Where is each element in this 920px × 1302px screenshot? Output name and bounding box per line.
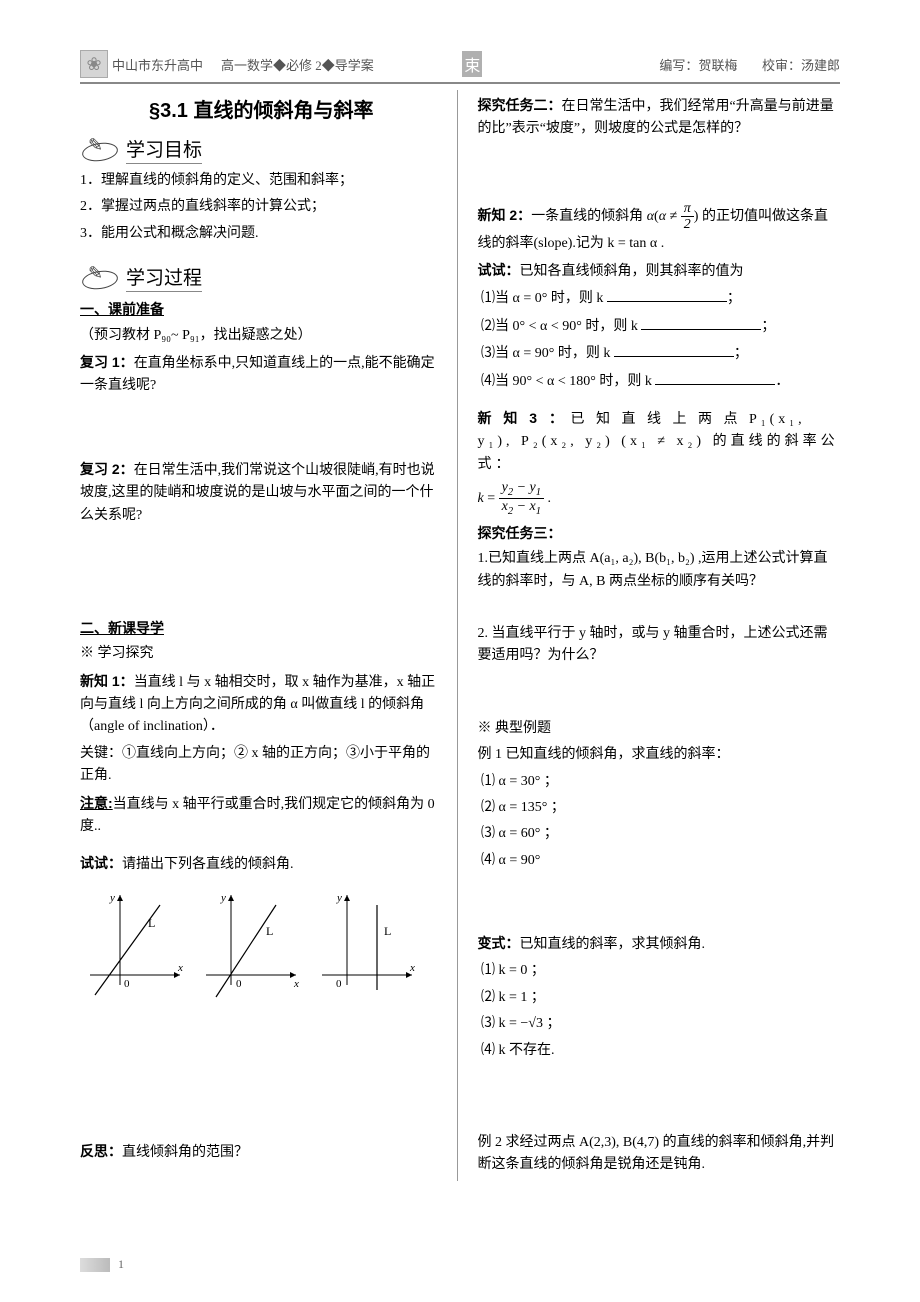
xinzhi-3: 新 知 3 ： 已 知 直 线 上 两 点 P₁(x₁, y₁), P₂(x₂,… xyxy=(478,407,841,476)
case-1: ⑴当 α = 0° 时，则 k ； xyxy=(478,287,841,310)
svg-text:x: x xyxy=(177,962,183,974)
var-4: ⑷ k 不存在. xyxy=(478,1040,841,1062)
svg-text:L: L xyxy=(148,916,155,930)
page-header: ❀ 中山市东升高中 高一数学◆必修 2◆导学案 束 编写：贺联梅 校审：汤建郎 xyxy=(80,50,840,84)
task-3-q1: 1.已知直线上两点 A(a₁, a₂), B(b₁, b₂) ,运用上述公式计算… xyxy=(478,548,841,593)
doc-title: §3.1 直线的倾斜角与斜率 xyxy=(80,94,443,123)
footer-ornament xyxy=(80,1258,110,1272)
goal-1: 1．理解直线的倾斜角的定义、范围和斜率； xyxy=(80,170,443,192)
ex1-1: ⑴ α = 30° ； xyxy=(478,771,841,793)
svg-text:y: y xyxy=(220,892,226,904)
task-3-label: 探究任务三： xyxy=(478,522,841,544)
task-3-q2: 2. 当直线平行于 y 轴时，或与 y 轴重合时，上述公式还需要适用吗？为什么？ xyxy=(478,623,841,668)
prep-heading: 一、课前准备 xyxy=(80,298,443,320)
var-1: ⑴ k = 0 ； xyxy=(478,960,841,982)
right-column: 探究任务二：在日常生活中，我们经常用“升高量与前进量的比”表示“坡度”，则坡度的… xyxy=(478,90,841,1181)
xinzhi-2: 新知 2：一条直线的倾斜角 α(α ≠ π2) 的正切值叫做这条直线的斜率(sl… xyxy=(478,201,841,255)
reflect: 反思：直线倾斜角的范围？ xyxy=(80,1140,443,1164)
variation: 变式：已知直线的斜率，求其倾斜角. xyxy=(478,932,841,956)
figure-2: L 0 y x xyxy=(196,885,306,1000)
svg-text:y: y xyxy=(109,892,115,904)
slope-formula: k = y2 − y1 x2 − x1 . xyxy=(478,480,841,518)
svg-text:x: x xyxy=(409,962,415,974)
banner-process: 学习过程 xyxy=(80,263,443,292)
explore-label: ※ 学习探究 xyxy=(80,643,443,665)
page-number: 1 xyxy=(118,1257,124,1272)
ex1-4: ⑷ α = 90° xyxy=(478,850,841,872)
header-ornament: 束 xyxy=(462,51,482,77)
ex1-2: ⑵ α = 135° ； xyxy=(478,797,841,819)
svg-text:0: 0 xyxy=(336,978,342,990)
xinzhi-1-note: 注意:当直线与 x 轴平行或重合时,我们规定它的倾斜角为 0 度.. xyxy=(80,792,443,839)
case-4: ⑷当 90° < α < 180° 时，则 k ． xyxy=(478,370,841,393)
svg-text:0: 0 xyxy=(124,978,130,990)
xinzhi-1-key: 关键：①直线向上方向；② x 轴的正方向；③小于平角的正角. xyxy=(80,743,443,788)
examples-label: ※ 典型例题 xyxy=(478,718,841,740)
svg-text:0: 0 xyxy=(236,978,242,990)
header-school: 中山市东升高中 xyxy=(112,55,203,74)
banner-icon xyxy=(80,265,120,291)
var-2: ⑵ k = 1 ； xyxy=(478,987,841,1009)
review-1: 复习 1：在直角坐标系中,只知道直线上的一点,能不能确定一条直线呢? xyxy=(80,351,443,398)
ex1-3: ⑶ α = 60° ； xyxy=(478,823,841,845)
banner-icon xyxy=(80,137,120,163)
svg-text:L: L xyxy=(266,924,273,938)
left-column: §3.1 直线的倾斜角与斜率 学习目标 1．理解直线的倾斜角的定义、范围和斜率；… xyxy=(80,90,458,1181)
header-author: 编写：贺联梅 校审：汤建郎 xyxy=(659,55,840,74)
review-2: 复习 2：在日常生活中,我们常说这个山坡很陡峭,有时也说坡度,这里的陡峭和坡度说… xyxy=(80,458,443,527)
try-2: 试试：已知各直线倾斜角，则其斜率的值为 xyxy=(478,259,841,283)
banner-goals-text: 学习目标 xyxy=(126,135,202,164)
svg-text:y: y xyxy=(336,892,342,904)
try-1: 试试：请描出下列各直线的倾斜角. xyxy=(80,852,443,876)
logo-icon: ❀ xyxy=(80,50,108,78)
case-2: ⑵当 0° < α < 90° 时，则 k ； xyxy=(478,315,841,338)
case-3: ⑶当 α = 90° 时，则 k ； xyxy=(478,342,841,365)
example-1: 例 1 已知直线的倾斜角，求直线的斜率： xyxy=(478,744,841,766)
header-course: 高一数学◆必修 2◆导学案 xyxy=(221,55,374,74)
task-2: 探究任务二：在日常生活中，我们经常用“升高量与前进量的比”表示“坡度”，则坡度的… xyxy=(478,94,841,141)
figure-3: L 0 y x xyxy=(312,885,422,1000)
goal-3: 3．能用公式和概念解决问题. xyxy=(80,223,443,245)
inclination-figures: L 0 y x L 0 y x xyxy=(80,885,443,1000)
banner-goals: 学习目标 xyxy=(80,135,443,164)
prep-note: （预习教材 P₉₀~ P₉₁，找出疑惑之处） xyxy=(80,325,443,347)
page-footer: 1 xyxy=(80,1257,124,1272)
var-3: ⑶ k = −√3 ； xyxy=(478,1013,841,1035)
goal-2: 2．掌握过两点的直线斜率的计算公式； xyxy=(80,196,443,218)
lesson-heading: 二、新课导学 xyxy=(80,617,443,639)
xinzhi-1: 新知 1：当直线 l 与 x 轴相交时，取 x 轴作为基准，x 轴正向与直线 l… xyxy=(80,670,443,739)
banner-process-text: 学习过程 xyxy=(126,263,202,292)
svg-text:x: x xyxy=(293,978,299,990)
example-2: 例 2 求经过两点 A(2,3), B(4,7) 的直线的斜率和倾斜角,并判断这… xyxy=(478,1132,841,1177)
svg-text:L: L xyxy=(384,924,391,938)
figure-1: L 0 y x xyxy=(80,885,190,1000)
